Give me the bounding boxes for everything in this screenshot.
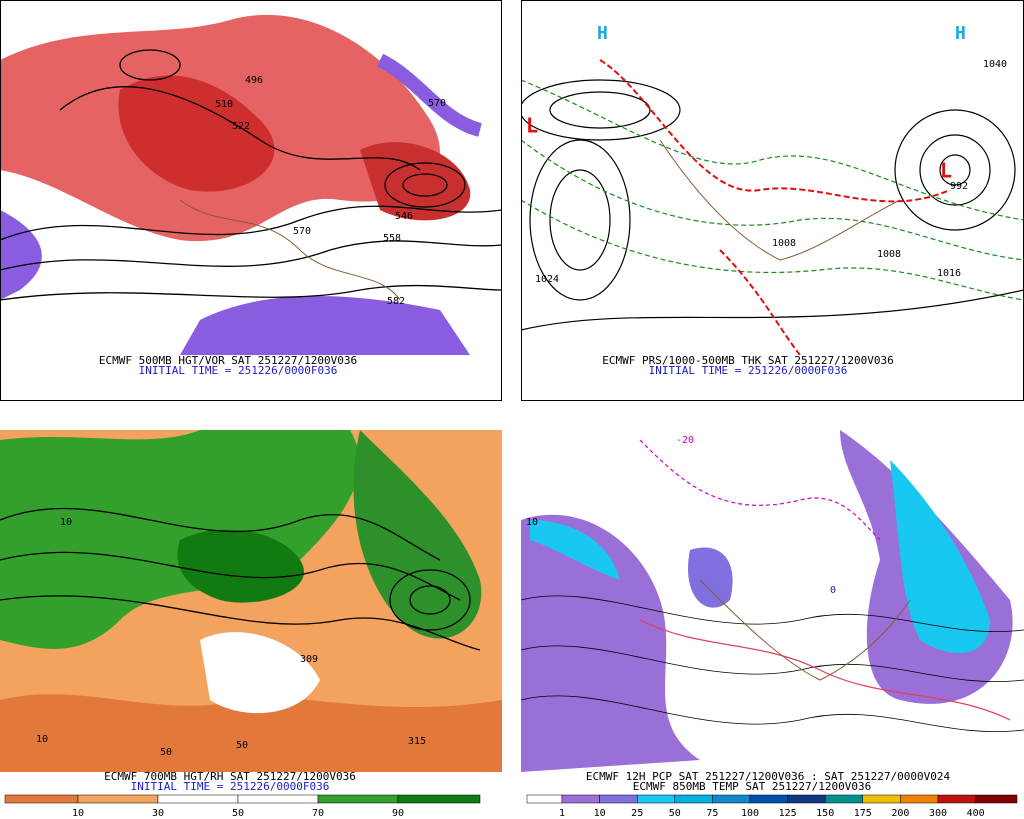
colorbar-swatch — [77, 794, 159, 804]
colorbar-label: 50 — [669, 808, 681, 819]
contour-label: 558 — [383, 233, 401, 244]
map-pressure: 1024 1008 1008 1016 1040 992 L L H H — [521, 0, 1024, 355]
contour-label: 992 — [950, 181, 968, 192]
colorbar-label: 300 — [929, 808, 947, 819]
colorbar-swatch — [900, 794, 939, 804]
contour-label: 570 — [293, 226, 311, 237]
contour-label: 10 — [36, 734, 48, 745]
colorbar-label: 175 — [854, 808, 872, 819]
caption: ECMWF 850MB TEMP SAT 251227/1200V036 — [633, 780, 871, 793]
low-marker: L — [526, 114, 538, 138]
colorbar-label: 50 — [232, 808, 244, 819]
colorbar-swatch — [674, 794, 713, 804]
colorbar-label: 125 — [779, 808, 797, 819]
contour-label: 50 — [236, 740, 248, 751]
colorbar-label: 1 — [559, 808, 565, 819]
caption: ECMWF PRS/1000-500MB THK SAT 251227/1200… — [602, 354, 893, 367]
initial-time: INITIAL TIME = 251226/0000F036 — [649, 364, 848, 377]
caption: ECMWF 700MB HGT/RH SAT 251227/1200V036 — [104, 770, 356, 783]
colorbar-swatch — [237, 794, 319, 804]
colorbar-swatch — [824, 794, 864, 804]
map-precip: -20 0 10 — [521, 430, 1024, 772]
high-marker: H — [955, 23, 966, 44]
colorbar-swatch — [636, 794, 676, 804]
colorbar-label: 100 — [741, 808, 759, 819]
caption: ECMWF 500MB HGT/VOR SAT 251227/1200V036 — [99, 354, 357, 367]
low-marker: L — [940, 159, 952, 183]
colorbar-label: 200 — [891, 808, 909, 819]
colorbar-label: 30 — [152, 808, 164, 819]
colorbar-label: 25 — [631, 808, 643, 819]
colorbar-swatch — [937, 794, 976, 804]
colorbar-label: 70 — [312, 808, 324, 819]
contour-label: 1016 — [937, 268, 961, 279]
colorbar-swatch — [157, 794, 239, 804]
contour-label: 50 — [160, 747, 172, 758]
high-marker: H — [597, 23, 608, 44]
colorbar-swatch — [4, 794, 79, 804]
colorbar-swatch — [599, 794, 638, 804]
colorbar-swatch — [862, 794, 901, 804]
colorbar-swatch — [526, 794, 563, 804]
panel-frame — [0, 0, 502, 401]
colorbar-label: 10 — [594, 808, 606, 819]
contour-label: 10 — [60, 517, 72, 528]
caption: ECMWF 12H PCP SAT 251227/1200V036 : SAT … — [586, 770, 951, 783]
colorbar-label: 90 — [392, 808, 404, 819]
contour-label: 546 — [395, 211, 413, 222]
colorbar-swatch — [975, 794, 1018, 804]
contour-label: 10 — [526, 517, 538, 528]
contour-label: 496 — [245, 75, 263, 86]
initial-time: INITIAL TIME = 251226/0000F036 — [139, 364, 338, 377]
colorbar: 10 30 50 70 90 — [4, 794, 481, 819]
contour-label: 315 — [408, 736, 426, 747]
colorbar: 1 10 25 50 75 100 125 150 175 200 300 400 — [526, 794, 1018, 819]
contour-label: 570 — [428, 98, 446, 109]
colorbar-swatch — [397, 794, 481, 804]
colorbar-swatch — [561, 794, 600, 804]
map-700mb: 10 50 50 309 315 10 — [0, 430, 502, 772]
colorbar-swatch — [787, 794, 826, 804]
initial-time: INITIAL TIME = 251226/0000F036 — [131, 780, 330, 793]
contour-label: 582 — [387, 296, 405, 307]
colorbar-swatch — [712, 794, 751, 804]
contour-label: 309 — [300, 654, 318, 665]
colorbar-swatch — [749, 794, 788, 804]
colorbar-swatch — [317, 794, 399, 804]
contour-label: 1008 — [877, 249, 901, 260]
contour-label: 510 — [215, 99, 233, 110]
map-500mb: 496 510 522 570 546 558 582 570 — [0, 0, 502, 355]
contour-label: 0 — [830, 585, 836, 596]
contour-label: 1040 — [983, 59, 1007, 70]
colorbar-label: 10 — [72, 808, 84, 819]
colorbar-label: 75 — [706, 808, 718, 819]
colorbar-label: 400 — [967, 808, 985, 819]
contour-label: 1024 — [535, 274, 559, 285]
contour-label: 1008 — [772, 238, 796, 249]
colorbar-label: 150 — [816, 808, 834, 819]
contour-label: 522 — [232, 121, 250, 132]
contour-label: -20 — [676, 435, 694, 446]
